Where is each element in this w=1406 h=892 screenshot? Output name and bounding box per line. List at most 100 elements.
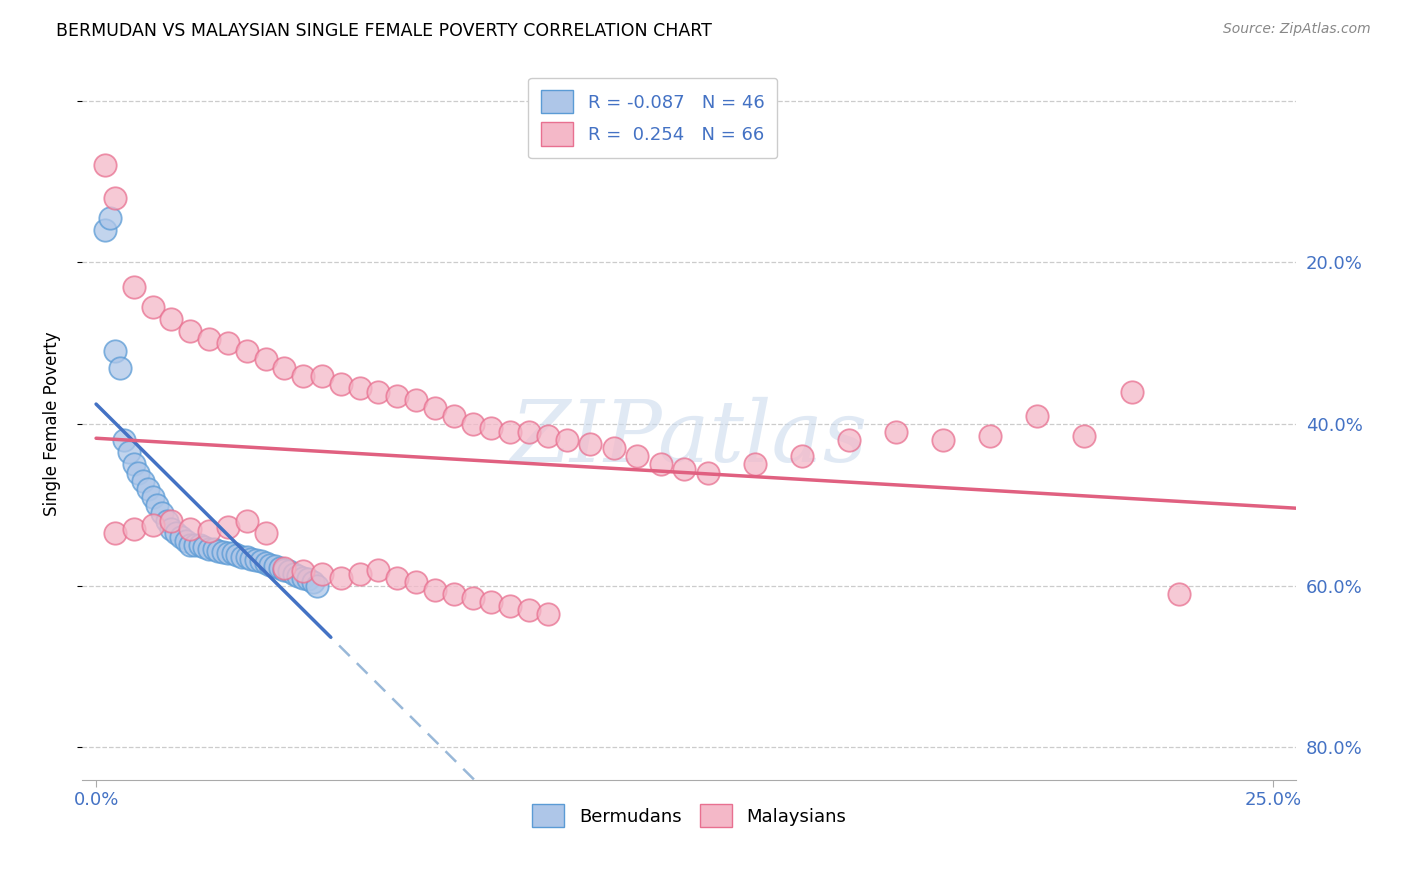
Point xyxy=(273,360,295,375)
Point xyxy=(349,381,371,395)
Point xyxy=(297,572,319,586)
Point xyxy=(349,566,371,581)
Point xyxy=(790,450,813,464)
Point xyxy=(603,442,626,456)
Point xyxy=(499,425,522,439)
Point xyxy=(249,554,271,568)
Point xyxy=(165,526,187,541)
Point xyxy=(235,514,257,528)
Point xyxy=(136,482,159,496)
Point xyxy=(329,376,352,391)
Point xyxy=(292,368,315,383)
Point xyxy=(94,223,117,237)
Point xyxy=(301,574,323,589)
Point xyxy=(1167,587,1189,601)
Point xyxy=(193,540,215,554)
Point xyxy=(160,522,183,536)
Point xyxy=(235,344,257,359)
Point xyxy=(254,352,277,367)
Point xyxy=(235,550,257,565)
Point xyxy=(245,553,267,567)
Point xyxy=(517,603,540,617)
Point xyxy=(423,401,446,415)
Point xyxy=(198,332,221,346)
Point xyxy=(269,561,291,575)
Point xyxy=(1026,409,1049,423)
Legend: Bermudans, Malaysians: Bermudans, Malaysians xyxy=(524,797,853,835)
Point xyxy=(537,607,560,621)
Point xyxy=(104,191,127,205)
Point xyxy=(202,542,225,557)
Point xyxy=(112,434,135,448)
Point xyxy=(423,582,446,597)
Point xyxy=(287,569,309,583)
Point xyxy=(212,545,235,559)
Point xyxy=(259,558,281,572)
Point xyxy=(142,518,165,533)
Point xyxy=(405,392,427,407)
Point xyxy=(1121,384,1143,399)
Point xyxy=(329,571,352,585)
Point xyxy=(932,434,955,448)
Point xyxy=(1073,429,1095,443)
Point xyxy=(198,524,221,538)
Point xyxy=(118,445,141,459)
Point xyxy=(179,538,201,552)
Point xyxy=(650,458,672,472)
Point xyxy=(273,562,295,576)
Point xyxy=(94,159,117,173)
Point xyxy=(108,360,131,375)
Point xyxy=(673,461,696,475)
Point xyxy=(122,458,145,472)
Point xyxy=(481,595,503,609)
Point xyxy=(160,514,183,528)
Point xyxy=(499,599,522,613)
Point xyxy=(278,564,301,578)
Point xyxy=(122,522,145,536)
Point xyxy=(127,466,149,480)
Point xyxy=(198,541,221,556)
Point xyxy=(292,571,315,585)
Point xyxy=(367,384,389,399)
Point xyxy=(156,514,179,528)
Y-axis label: Single Female Poverty: Single Female Poverty xyxy=(44,332,60,516)
Point xyxy=(264,559,287,574)
Point xyxy=(188,538,211,552)
Point xyxy=(283,566,305,581)
Point xyxy=(184,538,207,552)
Point xyxy=(461,591,484,605)
Point xyxy=(838,434,860,448)
Point xyxy=(207,544,229,558)
Point xyxy=(179,522,201,536)
Point xyxy=(537,429,560,443)
Point xyxy=(884,425,907,439)
Point xyxy=(221,546,243,560)
Point xyxy=(142,300,165,314)
Point xyxy=(405,574,427,589)
Point xyxy=(226,548,249,562)
Point xyxy=(132,474,155,488)
Point xyxy=(579,437,602,451)
Point xyxy=(292,564,315,578)
Point xyxy=(217,336,239,351)
Point xyxy=(179,324,201,338)
Point xyxy=(217,520,239,534)
Point xyxy=(104,526,127,541)
Point xyxy=(744,458,766,472)
Text: BERMUDAN VS MALAYSIAN SINGLE FEMALE POVERTY CORRELATION CHART: BERMUDAN VS MALAYSIAN SINGLE FEMALE POVE… xyxy=(56,22,711,40)
Point xyxy=(517,425,540,439)
Point xyxy=(122,279,145,293)
Point xyxy=(254,526,277,541)
Point xyxy=(555,434,578,448)
Point xyxy=(311,566,333,581)
Point xyxy=(307,579,329,593)
Point xyxy=(231,549,253,564)
Point xyxy=(387,571,409,585)
Point xyxy=(142,490,165,504)
Point xyxy=(170,530,193,544)
Point xyxy=(146,498,169,512)
Point xyxy=(626,450,648,464)
Point xyxy=(240,552,263,566)
Point xyxy=(443,409,465,423)
Point xyxy=(387,389,409,403)
